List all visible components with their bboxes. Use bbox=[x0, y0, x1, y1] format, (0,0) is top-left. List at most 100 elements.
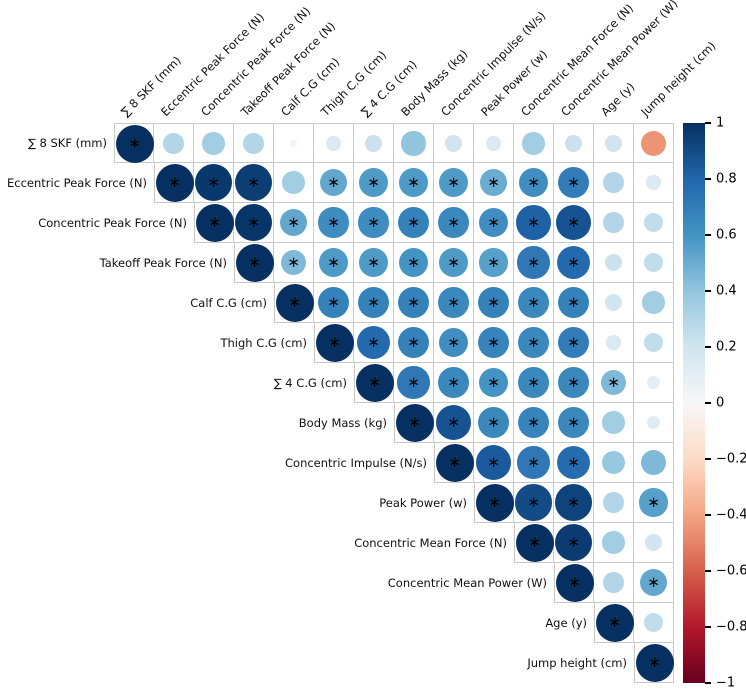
significance-asterisk: ∗ bbox=[367, 332, 380, 351]
correlation-circle: ∗ bbox=[397, 326, 430, 359]
correlation-circle: ∗ bbox=[438, 207, 469, 238]
matrix-cell bbox=[634, 603, 674, 643]
correlation-circle: ∗ bbox=[234, 203, 273, 242]
correlation-circle bbox=[647, 376, 660, 389]
correlation-circle: ∗ bbox=[194, 163, 233, 202]
matrix-cell: ∗ bbox=[514, 283, 554, 323]
matrix-cell: ∗ bbox=[274, 243, 314, 283]
matrix-cell: ∗ bbox=[554, 563, 594, 603]
correlation-circle: ∗ bbox=[557, 286, 590, 319]
matrix-cell: ∗ bbox=[394, 163, 434, 203]
matrix-cell: ∗ bbox=[554, 403, 594, 443]
significance-asterisk: ∗ bbox=[328, 333, 341, 351]
correlation-circle bbox=[326, 136, 341, 151]
matrix-cell bbox=[594, 403, 634, 443]
significance-asterisk: ∗ bbox=[447, 252, 460, 271]
colorbar-tick-label: 0.4 bbox=[716, 283, 737, 299]
correlation-circle: ∗ bbox=[356, 325, 391, 360]
row-label: Eccentric Peak Force (N) bbox=[7, 176, 147, 190]
correlation-circle bbox=[646, 175, 661, 190]
significance-asterisk: ∗ bbox=[447, 292, 460, 311]
colorbar-tick bbox=[705, 346, 711, 348]
matrix-cell bbox=[594, 203, 634, 243]
matrix-cell: ∗ bbox=[314, 283, 354, 323]
matrix-cell bbox=[634, 363, 674, 403]
correlation-circle bbox=[364, 134, 383, 153]
correlation-circle: ∗ bbox=[435, 443, 474, 482]
matrix-cell bbox=[594, 123, 634, 163]
matrix-cell bbox=[634, 203, 674, 243]
significance-asterisk: ∗ bbox=[527, 412, 540, 431]
matrix-cell bbox=[634, 283, 674, 323]
colorbar-tick bbox=[705, 626, 711, 628]
matrix-cell: ∗ bbox=[394, 323, 434, 363]
significance-asterisk: ∗ bbox=[407, 212, 420, 231]
significance-asterisk: ∗ bbox=[208, 213, 221, 231]
correlation-circle: ∗ bbox=[517, 246, 550, 279]
correlation-circle bbox=[606, 335, 621, 350]
matrix-cell: ∗ bbox=[554, 243, 594, 283]
matrix-cell: ∗ bbox=[434, 403, 474, 443]
correlation-circle: ∗ bbox=[234, 163, 272, 201]
significance-asterisk: ∗ bbox=[567, 172, 580, 191]
correlation-circle: ∗ bbox=[439, 248, 468, 277]
colorbar-tick-label: 0 bbox=[716, 395, 725, 411]
matrix-cell: ∗ bbox=[474, 163, 514, 203]
matrix-cell bbox=[354, 123, 394, 163]
correlation-circle: ∗ bbox=[639, 488, 668, 517]
significance-asterisk: ∗ bbox=[248, 253, 261, 271]
significance-asterisk: ∗ bbox=[527, 212, 540, 231]
matrix-cell: ∗ bbox=[434, 243, 474, 283]
matrix-cell: ∗ bbox=[394, 203, 434, 243]
significance-asterisk: ∗ bbox=[407, 292, 420, 311]
matrix-cell: ∗ bbox=[354, 203, 394, 243]
significance-asterisk: ∗ bbox=[447, 412, 460, 431]
matrix-cell bbox=[594, 243, 634, 283]
colorbar-tick-label: 0.2 bbox=[716, 339, 737, 355]
matrix-cell bbox=[594, 283, 634, 323]
significance-asterisk: ∗ bbox=[487, 252, 500, 271]
row-label: Body Mass (kg) bbox=[298, 416, 387, 430]
matrix-cell: ∗ bbox=[554, 323, 594, 363]
correlation-circle bbox=[603, 492, 624, 513]
matrix-cell: ∗ bbox=[474, 203, 514, 243]
matrix-cell bbox=[234, 123, 274, 163]
correlation-circle: ∗ bbox=[555, 563, 594, 602]
correlation-circle: ∗ bbox=[395, 403, 434, 442]
matrix-cell bbox=[594, 163, 634, 203]
significance-asterisk: ∗ bbox=[168, 173, 181, 191]
significance-asterisk: ∗ bbox=[527, 492, 540, 511]
significance-asterisk: ∗ bbox=[247, 172, 260, 191]
correlation-circle: ∗ bbox=[554, 523, 593, 562]
significance-asterisk: ∗ bbox=[647, 572, 660, 591]
matrix-cell bbox=[634, 123, 674, 163]
significance-asterisk: ∗ bbox=[368, 373, 381, 391]
significance-asterisk: ∗ bbox=[487, 172, 500, 191]
matrix-cell: ∗ bbox=[554, 363, 594, 403]
matrix-cell bbox=[634, 323, 674, 363]
significance-asterisk: ∗ bbox=[287, 252, 300, 271]
correlation-circle: ∗ bbox=[518, 287, 549, 318]
significance-asterisk: ∗ bbox=[487, 212, 500, 231]
correlation-circle: ∗ bbox=[275, 283, 314, 322]
significance-asterisk: ∗ bbox=[527, 252, 540, 271]
correlation-circle: ∗ bbox=[115, 124, 154, 163]
correlation-circle: ∗ bbox=[480, 169, 507, 196]
matrix-cell: ∗ bbox=[434, 283, 474, 323]
matrix-cell bbox=[634, 403, 674, 443]
significance-asterisk: ∗ bbox=[567, 292, 580, 311]
colorbar-tick bbox=[705, 290, 711, 292]
significance-asterisk: ∗ bbox=[327, 292, 340, 311]
colorbar-tick bbox=[705, 234, 711, 236]
significance-asterisk: ∗ bbox=[527, 292, 540, 311]
matrix-cell bbox=[554, 123, 594, 163]
correlation-circle: ∗ bbox=[595, 603, 634, 642]
significance-asterisk: ∗ bbox=[487, 332, 500, 351]
matrix-cell bbox=[594, 483, 634, 523]
correlation-circle: ∗ bbox=[557, 326, 590, 359]
correlation-circle: ∗ bbox=[359, 168, 388, 197]
matrix-cell bbox=[634, 243, 674, 283]
correlation-circle: ∗ bbox=[557, 166, 590, 199]
matrix-cell: ∗ bbox=[394, 283, 434, 323]
significance-asterisk: ∗ bbox=[567, 412, 580, 431]
